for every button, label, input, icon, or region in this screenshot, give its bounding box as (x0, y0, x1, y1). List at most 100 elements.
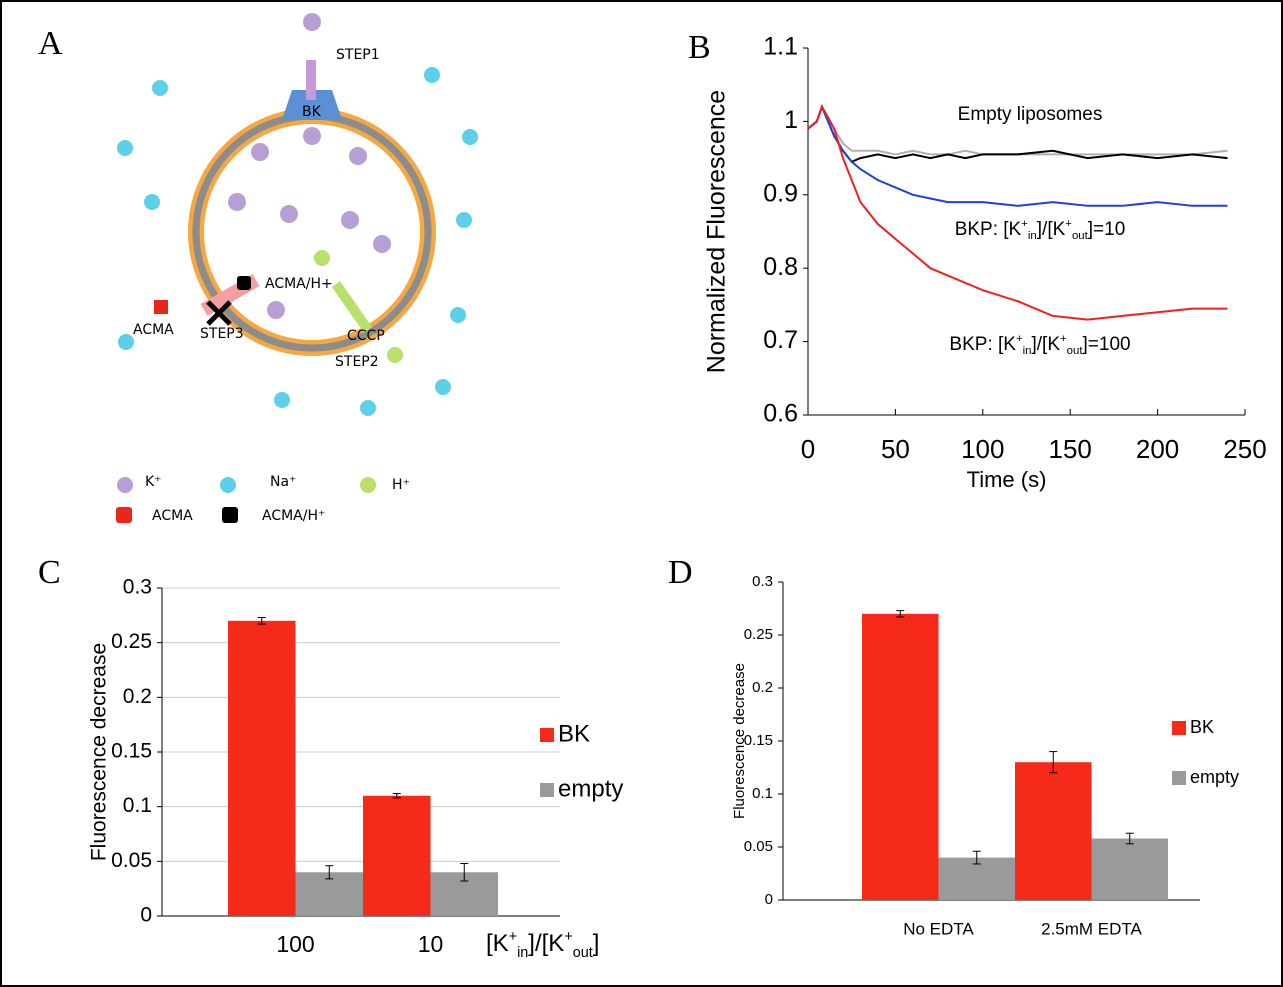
x-tick-label: 200 (1136, 434, 1179, 464)
y-tick-label: 0.05 (111, 849, 152, 872)
y-axis-label: Normalized Fluorescence (703, 90, 731, 373)
membrane-core (192, 112, 432, 352)
text-part: + (564, 929, 572, 945)
annotation: BKP: [K+in]/[K+out]=100 (949, 333, 1130, 357)
text-part: ]=10 (1088, 219, 1126, 240)
panel-label: A (38, 25, 63, 62)
legend-label: Na⁺ (270, 474, 296, 490)
bar (862, 613, 939, 900)
arrow (306, 60, 316, 100)
text-part: + (1021, 218, 1028, 230)
na-ions (117, 67, 478, 416)
y-tick-label: 0.15 (744, 732, 773, 749)
panel-label: D (668, 554, 693, 591)
x-tick-label: 0 (801, 434, 815, 464)
x-axis-label: [K+in]/[K+out] (486, 929, 599, 961)
acma-icon (154, 300, 168, 314)
text-part: BKP: [K (955, 219, 1022, 240)
text-part: + (1065, 218, 1072, 230)
legend-swatch (1172, 771, 1186, 785)
text-part: ]/[K (1031, 334, 1060, 355)
x-tick-label: 100 (276, 931, 314, 957)
y-tick-label: 0.05 (744, 838, 773, 855)
arrow (331, 281, 373, 333)
legend-swatch (540, 728, 554, 742)
x-tick-label: 250 (1223, 434, 1266, 464)
text-part: out (1067, 345, 1084, 357)
x-tick-label: 50 (881, 434, 910, 464)
bar (228, 620, 296, 916)
legend-label: ACMA (152, 508, 193, 524)
legend-label: ACMA/H⁺ (262, 508, 325, 524)
diagram-label: ACMA (133, 322, 174, 338)
h-ion (314, 250, 330, 266)
y-tick-label: 1 (784, 106, 798, 134)
text-part: ] (593, 930, 600, 957)
text-part: in (1028, 230, 1037, 242)
text-part: in (517, 945, 528, 961)
x-axis-label: Time (s) (967, 467, 1047, 492)
y-tick-label: 0.3 (752, 573, 773, 590)
y-tick-label: 0.8 (763, 253, 798, 281)
y-tick-label: 0.9 (763, 179, 798, 207)
annotation: Empty liposomes (958, 104, 1103, 125)
y-tick-label: 0.25 (744, 626, 773, 643)
diagram-label: STEP1 (336, 47, 380, 63)
diagram-label: CCCP (347, 328, 385, 344)
bar (363, 795, 431, 916)
diagram-a: A STEP1 BK ACMA/H+ ACMA STEP3 CCCP STEP2… (38, 13, 478, 524)
bar (295, 872, 363, 916)
legend-label: K⁺ (145, 474, 162, 490)
bar (1015, 762, 1092, 900)
x-tick-label: 150 (1049, 434, 1092, 464)
text-part: + (1016, 333, 1023, 345)
panel-label: B (688, 29, 711, 66)
x-tick-label: No EDTA (903, 919, 974, 938)
y-tick-label: 0.6 (763, 400, 798, 428)
y-axis-label: Fluorescence decrease (731, 663, 748, 819)
y-tick-label: 0.15 (111, 740, 152, 763)
legend-swatch (1172, 721, 1186, 735)
y-tick-label: 0 (765, 891, 773, 908)
y-tick-label: 0.1 (123, 794, 152, 817)
text-part: Empty liposomes (958, 104, 1103, 125)
x-tick-label: 10 (418, 931, 444, 957)
text-part: [K (486, 930, 509, 957)
diagram-label: STEP3 (200, 326, 244, 342)
acma-h-icon (237, 276, 251, 290)
y-tick-label: 0.2 (123, 685, 152, 708)
h-ion (387, 347, 403, 363)
legend-label: empty (1190, 767, 1239, 787)
y-tick-label: 0.2 (752, 679, 773, 696)
legend-label: H⁺ (392, 477, 410, 493)
block-mark (206, 300, 232, 326)
y-tick-label: 0 (140, 904, 152, 927)
legend-swatch (222, 507, 238, 523)
text-part: + (509, 929, 517, 945)
legend-label: BK (1190, 717, 1214, 737)
text-part: ]=100 (1083, 334, 1131, 355)
x-tick-label: 2.5mM EDTA (1041, 919, 1142, 938)
legend-swatch (116, 507, 132, 523)
text-part: + (1060, 333, 1067, 345)
legend-swatch (360, 477, 376, 493)
text-part: in (1023, 345, 1032, 357)
text-part: out (1072, 230, 1089, 242)
text-part: ]/[K (1037, 219, 1066, 240)
text-part: ]/[K (528, 930, 564, 957)
line (807, 104, 1228, 156)
k-ions (228, 13, 391, 319)
y-tick-label: 1.1 (763, 33, 798, 61)
panel-label: C (38, 554, 61, 591)
bar (938, 857, 1015, 900)
y-tick-label: 0.25 (111, 630, 152, 653)
channel (282, 90, 342, 120)
y-tick-label: 0.1 (752, 785, 773, 802)
diagram-label: BK (302, 104, 322, 120)
legend-swatch (220, 477, 236, 493)
legend-swatch (540, 783, 554, 797)
bar (1091, 838, 1168, 900)
legend-label: BK (558, 720, 590, 747)
